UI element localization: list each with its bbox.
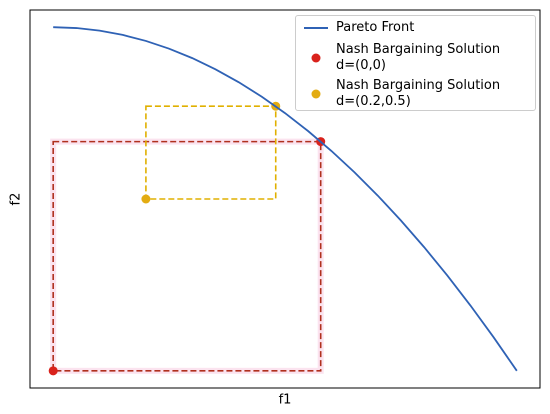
legend-icon [304, 27, 328, 29]
legend-icon [311, 53, 321, 63]
legend-entry: Pareto Front [296, 20, 535, 36]
legend-entry: Nash Bargaining Solution d=(0.2,0.5) [296, 78, 535, 110]
x-axis-label: f1 [279, 393, 292, 408]
legend-icon [311, 89, 321, 99]
bargaining-box [52, 140, 322, 372]
box-halo [50, 138, 324, 374]
legend-label: Nash Bargaining Solution d=(0,0) [336, 42, 501, 73]
point [48, 366, 58, 376]
legend-label: Pareto Front [336, 20, 415, 35]
bargaining-box [145, 105, 277, 200]
point [141, 194, 151, 204]
legend: Pareto Front Nash Bargaining Solution d=(… [295, 15, 536, 111]
legend-entry: Nash Bargaining Solution d=(0,0) [296, 42, 535, 74]
y-axis-label: f2 [9, 193, 24, 206]
legend-marker [311, 89, 321, 99]
plot-frame [29, 9, 541, 389]
legend-label: Nash Bargaining Solution d=(0.2,0.5) [336, 78, 501, 109]
pareto-line [53, 26, 518, 372]
legend-marker [311, 53, 321, 63]
